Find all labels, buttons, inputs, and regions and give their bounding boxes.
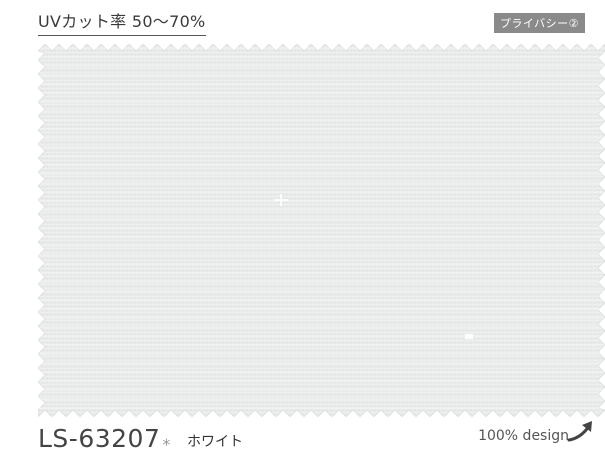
product-code: LS-63207 * xyxy=(38,424,171,454)
product-code-text: LS-63207 xyxy=(38,424,161,453)
curved-arrow-icon xyxy=(567,421,592,442)
asterisk-mark: * xyxy=(162,435,171,454)
privacy-badge: プライバシー② xyxy=(493,13,585,33)
uv-cut-rate-label: UVカット率 50〜70% xyxy=(38,8,206,36)
fabric-swatch xyxy=(38,44,605,417)
color-name: ホワイト xyxy=(187,434,243,450)
design-label: 100% design xyxy=(478,428,569,444)
